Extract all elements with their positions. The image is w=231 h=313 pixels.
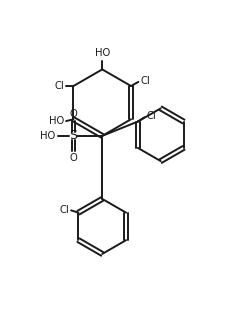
Text: HO: HO bbox=[48, 116, 64, 126]
Text: Cl: Cl bbox=[146, 111, 156, 121]
Text: O: O bbox=[70, 153, 77, 162]
Text: Cl: Cl bbox=[54, 81, 64, 91]
Text: HO: HO bbox=[40, 131, 55, 141]
Text: Cl: Cl bbox=[59, 205, 69, 215]
Text: O: O bbox=[70, 109, 77, 119]
Text: Cl: Cl bbox=[140, 76, 150, 86]
Text: S: S bbox=[69, 129, 77, 142]
Text: HO: HO bbox=[94, 49, 109, 59]
